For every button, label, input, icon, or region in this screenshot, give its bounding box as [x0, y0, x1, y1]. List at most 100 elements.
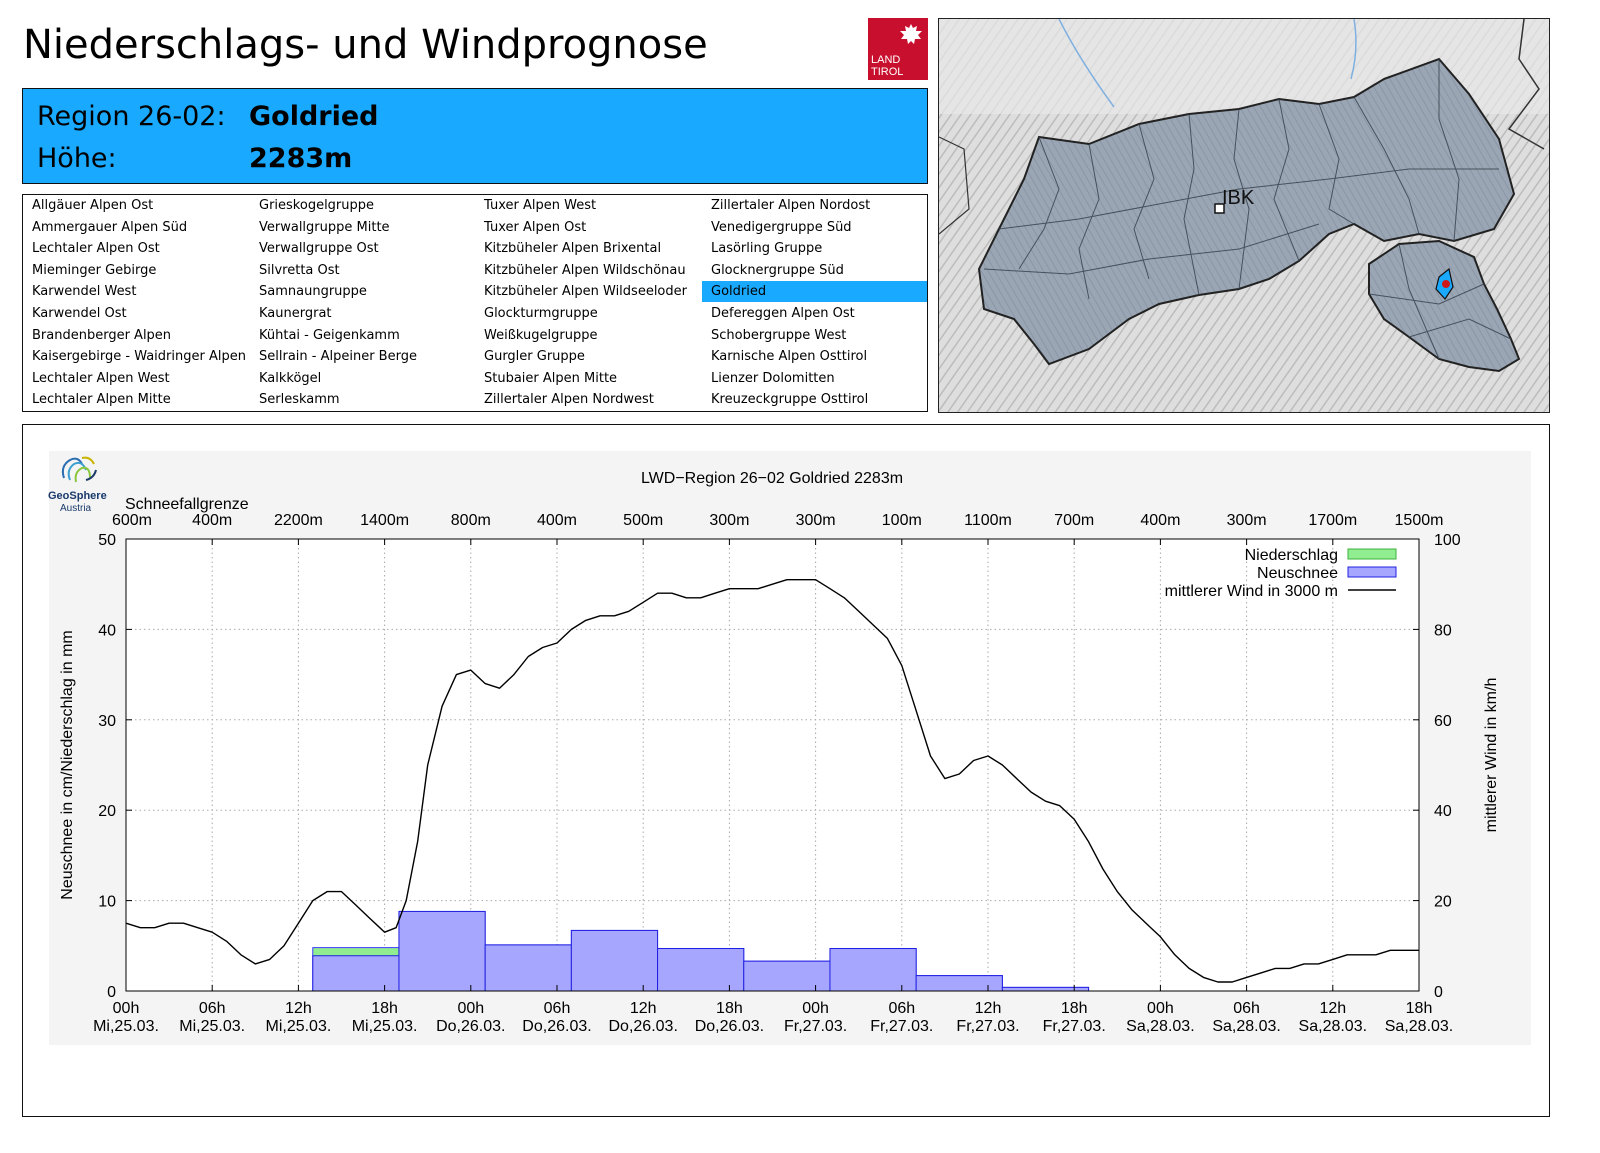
- page-title: Niederschlags- und Windprognose: [23, 22, 708, 68]
- region-list-item[interactable]: Karwendel Ost: [23, 303, 250, 324]
- region-label: Region 26-02:: [37, 101, 226, 132]
- region-list-item[interactable]: Gurgler Gruppe: [475, 346, 702, 367]
- region-list-item-label: Samnaungruppe: [259, 284, 367, 300]
- region-list-item[interactable]: Glockturmgruppe: [475, 303, 702, 324]
- region-list-item[interactable]: Schobergruppe West: [702, 325, 927, 346]
- x-tick-label: 00h: [113, 1000, 140, 1017]
- selected-region-marker: [1442, 280, 1450, 288]
- region-list-item[interactable]: Weißkugelgruppe: [475, 325, 702, 346]
- region-list-item-label: Kalkkögel: [259, 370, 322, 386]
- region-list-item-label: Kaunergrat: [259, 306, 332, 321]
- region-list-item[interactable]: Sellrain - Alpeiner Berge: [250, 346, 475, 367]
- region-list-item[interactable]: Stubaier Alpen Mitte: [475, 368, 702, 389]
- region-list-item-label: Defereggen Alpen Ost: [711, 306, 855, 321]
- region-list-item[interactable]: Karnische Alpen Osttirol: [702, 346, 927, 367]
- region-list-item-label: Grieskogelgruppe: [259, 198, 375, 213]
- region-info-box: Region 26-02: Goldried Höhe: 2283m: [22, 88, 928, 184]
- region-list-item-label: Mieminger Gebirge: [32, 262, 157, 278]
- region-list-item[interactable]: Lasörling Gruppe: [702, 238, 927, 259]
- x-tick-date-label: Sa,28.03.: [1126, 1018, 1195, 1035]
- y-tick-label: 10: [98, 894, 116, 911]
- region-list-item-label: Kreuzeckgruppe Osttirol: [711, 392, 869, 408]
- region-list-item[interactable]: Kaunergrat: [250, 303, 475, 324]
- region-list-item-label: Zillertaler Alpen Nordost: [711, 198, 871, 213]
- snowline-label: 600m: [112, 512, 152, 529]
- region-list-item[interactable]: Kitzbüheler Alpen Wildseeloder: [475, 281, 702, 302]
- region-list-item-label: Verwallgruppe Ost: [259, 241, 379, 257]
- new-snow-bar: [312, 955, 400, 992]
- region-list-item-label: Verwallgruppe Mitte: [259, 219, 390, 235]
- region-list-item[interactable]: Mieminger Gebirge: [23, 260, 250, 281]
- x-tick-date-label: Sa,28.03.: [1385, 1018, 1454, 1035]
- geosphere-icon: [61, 456, 97, 483]
- snowline-label: 400m: [1140, 512, 1180, 529]
- chart-grid: [126, 539, 1419, 991]
- snowline-label: 1500m: [1395, 512, 1444, 529]
- y-tick-label-right: 60: [1434, 713, 1452, 730]
- region-list-item[interactable]: Allgäuer Alpen Ost: [23, 195, 250, 216]
- region-list-item[interactable]: Tuxer Alpen West: [475, 195, 702, 216]
- new-snow-bar: [1001, 986, 1090, 992]
- region-list-item[interactable]: Kitzbüheler Alpen Wildschönau: [475, 260, 702, 281]
- region-list-item[interactable]: Tuxer Alpen Ost: [475, 217, 702, 238]
- logo-line2: TIROL: [871, 66, 904, 78]
- region-list-item[interactable]: Kaisergebirge - Waidringer Alpen: [23, 346, 250, 367]
- region-list-item-label: Kitzbüheler Alpen Brixental: [484, 241, 662, 257]
- snowline-label: 100m: [882, 512, 922, 529]
- region-list-item-label: Lechtaler Alpen Ost: [32, 241, 160, 257]
- region-list-item[interactable]: Serleskamm: [250, 389, 475, 410]
- region-list-item[interactable]: Goldried: [702, 281, 927, 303]
- region-list-item[interactable]: Silvretta Ost: [250, 260, 475, 281]
- new-snow-bar: [915, 975, 1003, 992]
- wind-line: [125, 579, 1419, 983]
- region-list-item[interactable]: Kitzbüheler Alpen Brixental: [475, 238, 702, 259]
- new-snow-bar: [398, 910, 486, 992]
- region-list-item[interactable]: Grieskogelgruppe: [250, 195, 475, 216]
- region-list-item[interactable]: Ammergauer Alpen Süd: [23, 217, 250, 238]
- region-list-item[interactable]: Kreuzeckgruppe Osttirol: [702, 389, 927, 410]
- region-list-item[interactable]: Karwendel West: [23, 281, 250, 302]
- x-tick-date-label: Mi,25.03.: [179, 1018, 245, 1035]
- region-list-item[interactable]: Glocknergruppe Süd: [702, 260, 927, 281]
- innsbruck-marker: [1214, 203, 1225, 214]
- new-snow-bar: [484, 944, 572, 992]
- region-list-item[interactable]: Lienzer Dolomitten: [702, 368, 927, 389]
- region-list-item[interactable]: Verwallgruppe Ost: [250, 238, 475, 259]
- region-list-item[interactable]: Brandenberger Alpen: [23, 325, 250, 346]
- x-tick-date-label: Do,26.03.: [609, 1018, 678, 1035]
- y-axis-label-right: mittlerer Wind in km/h: [1483, 678, 1500, 833]
- region-list-item-label: Lechtaler Alpen West: [32, 370, 170, 386]
- region-map[interactable]: IBK: [938, 18, 1550, 413]
- region-list-item-label: Lechtaler Alpen Mitte: [32, 392, 171, 408]
- new-snow-bar: [570, 929, 659, 992]
- geosphere-country: Austria: [60, 503, 92, 514]
- x-tick-date-label: Do,26.03.: [436, 1018, 505, 1035]
- legend-label: Neuschnee: [1257, 565, 1338, 582]
- region-list-item[interactable]: Lechtaler Alpen Ost: [23, 238, 250, 259]
- region-list-item[interactable]: Zillertaler Alpen Nordost: [702, 195, 927, 216]
- region-list-item-label: Weißkugelgruppe: [484, 327, 598, 343]
- snowline-label: 300m: [796, 512, 836, 529]
- legend-swatch: [1347, 566, 1397, 578]
- region-list-item[interactable]: Verwallgruppe Mitte: [250, 217, 475, 238]
- region-list-item-label: Goldried: [711, 284, 767, 300]
- y-tick-label: 30: [98, 713, 116, 730]
- geosphere-name: GeoSphere: [48, 490, 107, 502]
- x-tick-date-label: Fr,27.03.: [870, 1018, 933, 1035]
- region-list-item[interactable]: Lechtaler Alpen West: [23, 368, 250, 389]
- land-tirol-logo: LAND TIROL: [868, 18, 928, 80]
- region-list-item[interactable]: Kalkkögel: [250, 368, 475, 389]
- region-list-item[interactable]: Samnaungruppe: [250, 281, 475, 302]
- region-list-item[interactable]: Lechtaler Alpen Mitte: [23, 389, 250, 410]
- region-list-item-label: Kitzbüheler Alpen Wildschönau: [484, 262, 686, 278]
- region-list-item-label: Stubaier Alpen Mitte: [484, 370, 618, 386]
- region-list-item[interactable]: Kühtai - Geigenkamm: [250, 325, 475, 346]
- y-tick-label: 50: [98, 532, 116, 549]
- chart-lines: [125, 579, 1419, 983]
- x-tick-label: 12h: [975, 1000, 1002, 1017]
- region-list-item[interactable]: Defereggen Alpen Ost: [702, 303, 927, 324]
- region-list-item[interactable]: Zillertaler Alpen Nordwest: [475, 389, 702, 410]
- height-label: Höhe:: [37, 143, 117, 174]
- region-list-item[interactable]: Venedigergruppe Süd: [702, 217, 927, 238]
